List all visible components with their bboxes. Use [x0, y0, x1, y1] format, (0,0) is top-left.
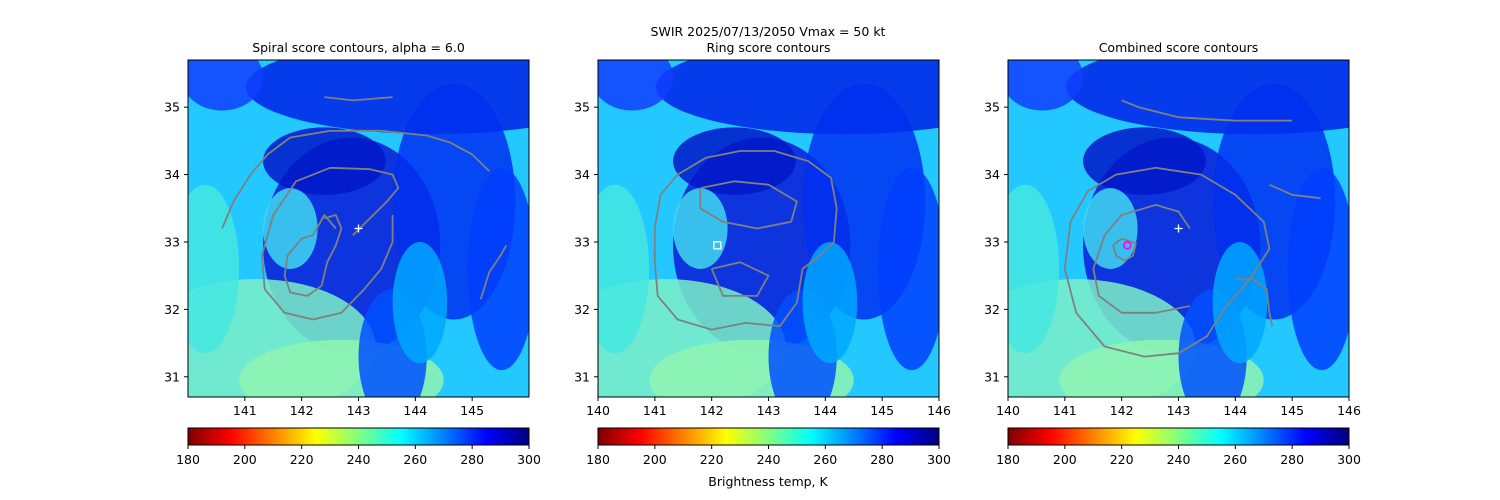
y-tick-label: 33	[164, 234, 180, 249]
colorbar-tick-label: 220	[700, 452, 724, 467]
y-tick-label: 31	[574, 369, 590, 384]
colorbar-tick-label: 180	[996, 452, 1020, 467]
y-tick-label: 32	[164, 302, 180, 317]
combined-center-marker	[1123, 241, 1132, 250]
panel-1: Spiral score contours, alpha = 6.0 141 142…	[164, 40, 541, 467]
x-tick-label: 141	[1053, 403, 1077, 418]
panel-2: Ring score contours 140 141 142 143 144 145 146…	[574, 40, 951, 467]
colorbar-tick-label: 300	[1337, 452, 1361, 467]
colorbar: 180 200 220 240 260 280 300	[176, 427, 541, 467]
center-plus-marker	[354, 224, 363, 233]
score-contour	[1235, 278, 1274, 327]
colorbar-tick-label: 240	[757, 452, 781, 467]
score-contour	[324, 96, 393, 102]
colorbar-tick-label: 280	[870, 452, 894, 467]
x-tick-label: 146	[927, 403, 951, 418]
colorbar-tick-label: 220	[290, 452, 314, 467]
score-contour	[1063, 166, 1271, 358]
score-contour	[710, 261, 770, 297]
score-contour	[283, 214, 343, 297]
score-contour	[1269, 183, 1321, 200]
y-tick-label: 34	[164, 167, 180, 182]
x-tick-label: 140	[586, 403, 610, 418]
x-tick-label: 145	[870, 403, 894, 418]
panel-3: Combined score contours 140 141 142 143 144 14…	[984, 40, 1361, 467]
colorbar-label: Brightness temp, K	[708, 474, 828, 489]
brightness-image	[188, 60, 529, 397]
colorbar-tick-label: 220	[1110, 452, 1134, 467]
y-tick-label: 32	[984, 302, 1000, 317]
colorbar-tick-label: 200	[233, 452, 257, 467]
colorbar-tick-label: 300	[517, 452, 541, 467]
brightness-image	[1008, 60, 1349, 397]
x-tick-label: 142	[290, 403, 314, 418]
x-tick-label: 145	[1280, 403, 1304, 418]
colorbar-tick-label: 180	[586, 452, 610, 467]
score-contour	[1121, 99, 1293, 122]
panels: Spiral score contours, alpha = 6.0 141 142…	[164, 40, 1361, 467]
score-contour	[653, 150, 838, 331]
x-tick-label: 146	[1337, 403, 1361, 418]
colorbar-tick-label: 240	[347, 452, 371, 467]
colorbar-tick-label: 260	[813, 452, 837, 467]
y-tick-label: 33	[984, 234, 1000, 249]
colorbar-tick-label: 280	[1280, 452, 1304, 467]
score-contour	[1112, 237, 1137, 262]
x-tick-label: 142	[700, 403, 724, 418]
x-tick-label: 140	[996, 403, 1020, 418]
x-tick-label: 142	[1110, 403, 1134, 418]
x-tick-label: 141	[233, 403, 257, 418]
score-contour	[1092, 204, 1191, 314]
y-tick-label: 33	[574, 234, 590, 249]
x-tick-label: 144	[813, 403, 837, 418]
x-tick-label: 143	[347, 403, 371, 418]
y-tick-label: 34	[574, 167, 590, 182]
y-tick-label: 34	[984, 167, 1000, 182]
colorbar-tick-label: 180	[176, 452, 200, 467]
score-contour	[479, 244, 508, 300]
x-tick-label: 145	[460, 403, 484, 418]
brightness-image	[598, 60, 939, 397]
figure-suptitle: SWIR 2025/07/13/2050 Vmax = 50 kt	[651, 24, 886, 39]
y-tick-label: 31	[984, 369, 1000, 384]
x-tick-label: 141	[643, 403, 667, 418]
score-contour	[261, 166, 400, 321]
x-tick-label: 143	[757, 403, 781, 418]
x-tick-label: 144	[1223, 403, 1247, 418]
y-tick-label: 31	[164, 369, 180, 384]
ring-center-marker	[713, 241, 722, 250]
colorbar-tick-label: 260	[1223, 452, 1247, 467]
y-tick-label: 35	[984, 100, 1000, 115]
colorbar: 180 200 220 240 260 280 300	[586, 427, 951, 467]
colorbar-tick-label: 280	[460, 452, 484, 467]
x-tick-label: 144	[403, 403, 427, 418]
score-contour	[699, 180, 798, 230]
y-tick-label: 32	[574, 302, 590, 317]
score-contour	[221, 129, 490, 229]
panel-title: Ring score contours	[706, 40, 830, 55]
panel-title: Spiral score contours, alpha = 6.0	[252, 40, 465, 55]
center-plus-marker	[1174, 224, 1183, 233]
colorbar: 180 200 220 240 260 280 300	[996, 427, 1361, 467]
colorbar-tick-label: 300	[927, 452, 951, 467]
colorbar-tick-label: 200	[1053, 452, 1077, 467]
x-tick-label: 143	[1167, 403, 1191, 418]
y-tick-label: 35	[574, 100, 590, 115]
colorbar-tick-label: 200	[643, 452, 667, 467]
colorbar-tick-label: 240	[1167, 452, 1191, 467]
panel-title: Combined score contours	[1099, 40, 1259, 55]
colorbar-tick-label: 260	[403, 452, 427, 467]
y-tick-label: 35	[164, 100, 180, 115]
